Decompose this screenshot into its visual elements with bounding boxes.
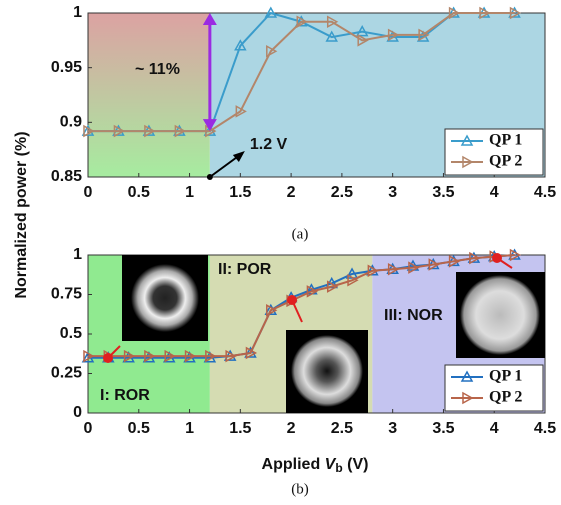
- x-tick-label: 4.5: [534, 420, 556, 437]
- x-tick-label: 0.5: [128, 184, 150, 201]
- y-tick-label: 0.5: [60, 325, 82, 342]
- x-tick-label: 2.5: [331, 420, 353, 437]
- x-label-part: Applied: [262, 456, 325, 473]
- x-tick-label: 2: [287, 420, 296, 437]
- legend-label: QP 2: [489, 153, 522, 170]
- x-axis-label: Applied Vb (V): [262, 456, 369, 475]
- x-tick-label: 1: [185, 420, 194, 437]
- y-axis-label: Normalized power (%): [13, 131, 30, 298]
- legend-label: QP 2: [489, 389, 522, 406]
- beam-profile: [131, 264, 199, 332]
- annotation: 1.2 V: [250, 136, 288, 153]
- y-tick-label: 1: [73, 4, 82, 21]
- x-tick-label: 3.5: [432, 184, 454, 201]
- x-tick-label: 1.5: [229, 420, 251, 437]
- y-tick-label: 0: [73, 404, 82, 421]
- y-tick-label: 0.25: [51, 365, 82, 382]
- region-label: I: ROR: [100, 387, 150, 404]
- x-label-part: (V): [343, 456, 369, 473]
- chart-a: 0 0.5 1 1.5 2 2.5 3 3.5 4 4.5 0.85 0.9 0.95 1 QP 1 QP 2…: [51, 4, 556, 201]
- legend-label: QP 1: [489, 368, 522, 385]
- x-tick-label: 2.5: [331, 184, 353, 201]
- x-tick-label: 4.5: [534, 184, 556, 201]
- beam-profile: [460, 275, 540, 355]
- y-tick-label: 0.85: [51, 168, 82, 185]
- y-tick-label: 0.95: [51, 59, 82, 76]
- x-tick-label: 0: [84, 420, 93, 437]
- x-tick-label: 0: [84, 184, 93, 201]
- region: [88, 13, 210, 177]
- region-label: III: NOR: [384, 307, 443, 324]
- region-label: II: POR: [218, 261, 272, 278]
- legend-label: QP 1: [489, 132, 522, 149]
- x-tick-label: 4: [490, 420, 499, 437]
- x-label-part: b: [335, 461, 342, 475]
- x-tick-label: 0.5: [128, 420, 150, 437]
- y-tick-label: 0.75: [51, 286, 82, 303]
- caption: (b): [291, 481, 309, 497]
- x-tick-label: 1: [185, 184, 194, 201]
- y-tick-label: 0.9: [60, 114, 82, 131]
- caption: (a): [292, 226, 309, 242]
- x-tick-label: 3: [388, 420, 397, 437]
- x-tick-label: 3: [388, 184, 397, 201]
- beam-profile: [291, 335, 363, 407]
- y-tick-label: 1: [73, 246, 82, 263]
- x-tick-label: 4: [490, 184, 499, 201]
- x-tick-label: 3.5: [432, 420, 454, 437]
- annotation: ~ 11%: [135, 61, 180, 78]
- figure: 0 0.5 1 1.5 2 2.5 3 3.5 4 4.5 0.85 0.9 0.95 1 QP 1 QP 2…: [0, 0, 561, 505]
- x-tick-label: 1.5: [229, 184, 251, 201]
- x-tick-label: 2: [287, 184, 296, 201]
